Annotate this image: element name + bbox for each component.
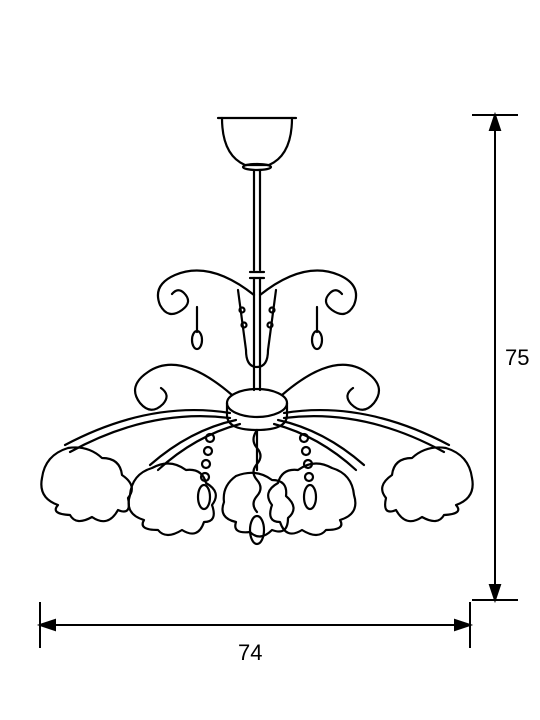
- hub: [227, 389, 287, 430]
- height-label: 75: [505, 345, 529, 370]
- dimension-diagram: 75 74: [0, 0, 540, 720]
- canopy: [218, 118, 296, 170]
- hanging-crystals: [198, 430, 316, 544]
- rod: [250, 170, 264, 390]
- width-label: 74: [238, 640, 262, 665]
- diagram-svg: 75 74: [0, 0, 540, 720]
- chandelier-illustration: [41, 118, 472, 544]
- upper-scrolls: [158, 271, 356, 368]
